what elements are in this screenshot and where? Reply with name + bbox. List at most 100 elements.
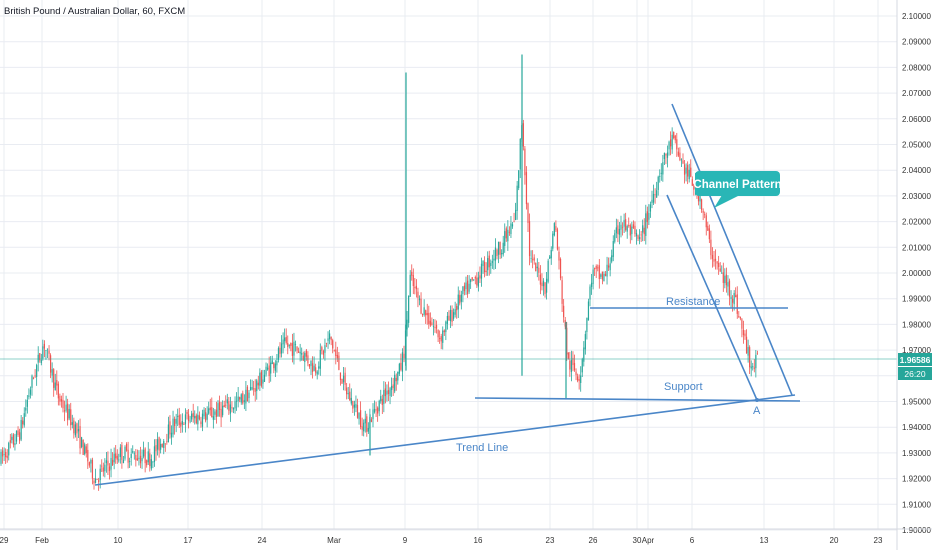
candle-body — [245, 389, 247, 404]
candle-body — [71, 422, 73, 425]
candle-body — [31, 375, 33, 388]
candle-body — [522, 123, 524, 147]
candle-body — [439, 338, 441, 339]
candle-body — [236, 400, 238, 402]
current-price-tag — [898, 353, 932, 366]
candle-body — [456, 306, 458, 311]
candle-body — [110, 457, 112, 470]
candle-body — [721, 272, 723, 274]
candle-body — [313, 365, 315, 371]
candle-body — [714, 258, 717, 261]
candle-body — [519, 138, 521, 170]
price-tick-label: 1.98000 — [902, 320, 931, 329]
candle-body — [201, 413, 204, 427]
trend-line[interactable] — [94, 394, 796, 486]
price-axis[interactable]: 2.10000 2.09000 2.08000 2.07000 2.06000 2.050… — [896, 0, 931, 550]
candle-body — [468, 283, 470, 292]
candle-body — [121, 444, 123, 460]
candle-body — [274, 363, 276, 371]
channel-pattern-callout[interactable]: Channel Pattern — [693, 171, 782, 208]
candle-body — [39, 353, 41, 361]
candle-body — [302, 355, 304, 361]
price-tick-label: 2.09000 — [902, 38, 931, 47]
candle-body — [375, 409, 377, 411]
candle-body — [595, 266, 597, 269]
candle-body — [48, 350, 50, 354]
candle-body — [566, 327, 568, 355]
candle-body — [231, 407, 233, 409]
candle-body — [186, 412, 188, 415]
candle-body — [471, 277, 473, 281]
candle-body — [640, 234, 642, 236]
candle-body — [59, 395, 61, 402]
candle-body — [536, 266, 538, 269]
candle-body — [408, 295, 410, 323]
candle-body — [570, 360, 572, 372]
candle-body — [431, 322, 433, 326]
candle-body — [203, 409, 205, 417]
candle-body — [535, 263, 537, 272]
candle-body — [435, 324, 438, 329]
channel-upper-line[interactable] — [671, 103, 793, 396]
candle-body — [378, 400, 380, 412]
candle-body — [451, 309, 453, 322]
candle-body — [96, 478, 98, 480]
candle-body — [42, 346, 44, 359]
candle-body — [680, 159, 683, 161]
candle-body — [205, 412, 207, 421]
candle-body — [728, 280, 731, 297]
time-tick-label: 30 — [633, 536, 642, 545]
candle-body — [156, 439, 159, 450]
candle-body — [652, 193, 655, 203]
candle-body — [132, 451, 134, 453]
candle-body — [649, 204, 652, 212]
channel-lower-line[interactable] — [666, 194, 758, 401]
support-line[interactable] — [474, 397, 801, 402]
candle-body — [589, 286, 591, 300]
candle-body — [530, 258, 532, 259]
candle-body — [745, 336, 748, 354]
candle-body — [677, 151, 679, 156]
candle-body — [466, 280, 469, 295]
candle-body — [445, 321, 447, 333]
candle-body — [101, 465, 103, 467]
candle-body — [510, 223, 512, 234]
candle-body — [311, 363, 314, 372]
candle-body — [333, 350, 335, 352]
candle-body — [663, 152, 665, 160]
candle-body — [485, 270, 487, 273]
candle-body — [600, 274, 602, 277]
candle-body — [465, 282, 467, 290]
time-tick-label: 6 — [690, 536, 695, 545]
candle-body — [218, 401, 221, 411]
candle-body — [637, 235, 639, 239]
candle-body — [738, 316, 740, 317]
candle-body — [155, 445, 157, 452]
candle-body — [398, 363, 400, 374]
candle-body — [56, 380, 58, 386]
candle-body — [735, 295, 737, 298]
candle-body — [107, 460, 109, 466]
candle-body — [666, 152, 669, 158]
candle-body — [93, 480, 95, 484]
candle-body — [68, 408, 70, 419]
candle-body — [65, 404, 67, 411]
candle-body — [177, 416, 179, 417]
candle-body — [645, 213, 647, 236]
candle-body — [590, 282, 593, 287]
candle-body — [341, 378, 343, 384]
candle-body — [0, 451, 2, 464]
candle-body — [422, 313, 424, 316]
support-label: Support — [664, 381, 703, 393]
candle-body — [440, 336, 442, 342]
candle-body — [280, 343, 283, 354]
point-a-label: A — [753, 405, 761, 417]
candle-body — [370, 419, 373, 422]
candle-body — [36, 365, 38, 377]
time-axis[interactable]: 29 Feb 10 17 24 Mar 9 16 23 26 30 Apr 6 13 20 23 — [0, 528, 932, 545]
candle-body — [406, 319, 408, 330]
candle-body — [564, 319, 566, 327]
candle-body — [299, 351, 301, 354]
time-tick-label: Apr — [642, 536, 655, 545]
